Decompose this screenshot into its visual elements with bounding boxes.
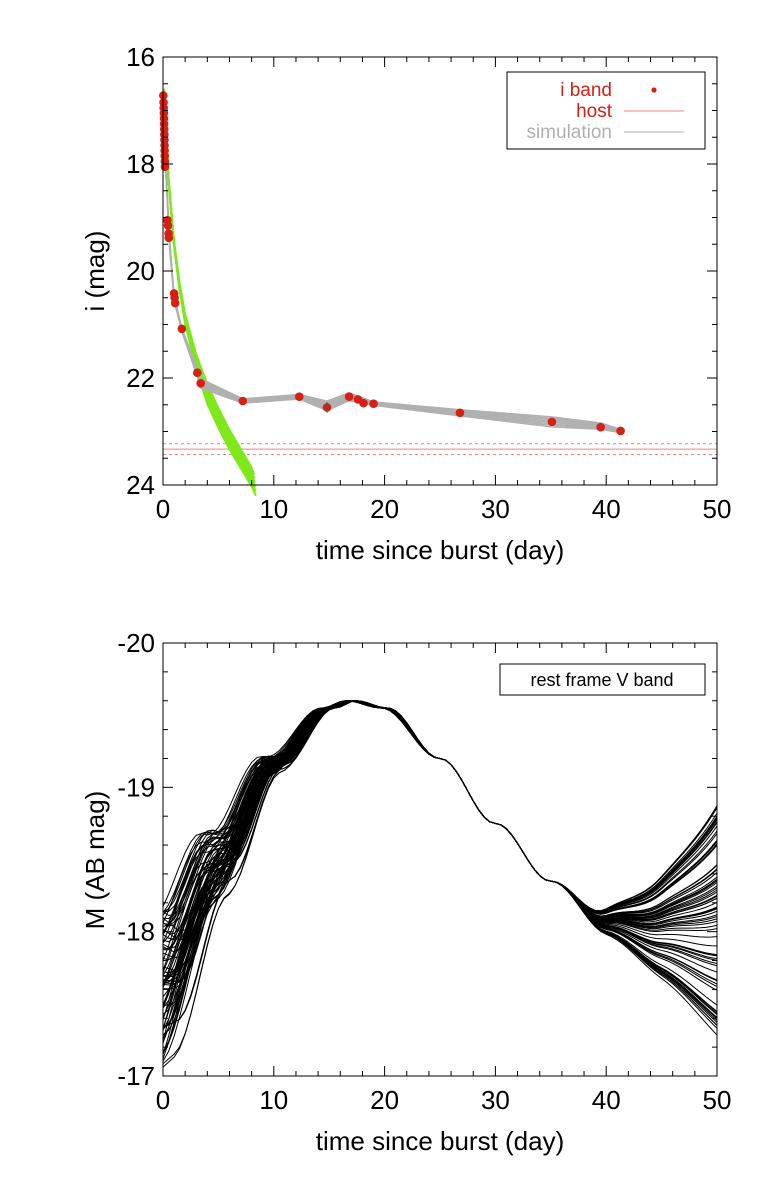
rest-frame-v-curve xyxy=(163,700,717,1065)
simulation-line xyxy=(164,161,621,434)
i-band-point xyxy=(170,298,180,308)
i-band-point xyxy=(369,399,378,408)
rest-frame-v-curve xyxy=(163,700,717,1060)
rest-frame-v-curve xyxy=(163,700,717,983)
top-legend: i band host simulation xyxy=(506,71,706,150)
decay-model-line xyxy=(163,89,257,488)
bottom-ticks: 0 10 20 30 40 50 -20 -19 -18 -17 xyxy=(117,628,731,1115)
rest-frame-v-curve xyxy=(163,700,717,1054)
simulation-line xyxy=(164,156,621,431)
legend-i-band-label: i band xyxy=(560,80,612,101)
decay-model-line xyxy=(163,89,257,492)
x-tick-label: 30 xyxy=(481,1085,510,1115)
top-panel: 0 10 20 30 40 50 16 18 20 22 24 time since burst (… xyxy=(80,42,731,565)
i-band-point xyxy=(455,408,465,418)
rest-frame-v-curve xyxy=(163,700,717,1053)
bottom-panel: 0 10 20 30 40 50 -20 -19 -18 -17 time since burst… xyxy=(80,628,731,1156)
y-tick-label: -17 xyxy=(117,1061,155,1091)
decay-model-line xyxy=(163,88,256,484)
rest-frame-v-curve xyxy=(163,700,717,982)
x-tick-label: 40 xyxy=(592,494,621,524)
legend-rest-frame-label: rest frame V band xyxy=(530,670,673,690)
simulation-line xyxy=(164,157,621,431)
rest-frame-v-curve xyxy=(163,700,717,1028)
y-tick-label: 20 xyxy=(126,256,155,286)
top-xlabel: time since burst (day) xyxy=(316,535,565,565)
x-tick-label: 50 xyxy=(703,1085,732,1115)
bottom-xlabel: time since burst (day) xyxy=(316,1126,565,1156)
i-band-point xyxy=(344,392,354,402)
rest-frame-v-curve xyxy=(163,700,717,1030)
top-ylabel: i (mag) xyxy=(80,231,110,312)
rest-frame-v-curve xyxy=(163,700,717,1029)
y-tick-label: 24 xyxy=(126,470,155,500)
simulation-line xyxy=(164,161,621,433)
rest-frame-v-curve xyxy=(163,700,717,1068)
x-tick-label: 0 xyxy=(156,494,170,524)
x-tick-label: 40 xyxy=(592,1085,621,1115)
rest-frame-v-curve xyxy=(163,700,717,1040)
bottom-legend: rest frame V band xyxy=(499,663,706,696)
i-band-point xyxy=(164,233,174,243)
rest-frame-v-curve xyxy=(163,700,717,1044)
rest-frame-v-curve xyxy=(163,700,717,1054)
y-tick-label: 18 xyxy=(126,149,155,179)
i-band-point xyxy=(359,398,368,408)
rest-frame-v-curve xyxy=(163,700,717,1029)
rest-frame-v-curve xyxy=(163,700,717,982)
simulation-line xyxy=(164,160,621,433)
i-band-point xyxy=(238,396,248,406)
rest-frame-v-curve xyxy=(163,700,717,1030)
i-band-point xyxy=(163,221,173,230)
decay-model-line xyxy=(163,88,256,479)
top-plot-area xyxy=(159,88,717,497)
y-tick-label: -18 xyxy=(117,917,155,947)
x-tick-label: 20 xyxy=(370,494,399,524)
rest-frame-v-curve xyxy=(163,700,717,1019)
rest-frame-v-curve xyxy=(163,700,717,1030)
simulation-line xyxy=(164,158,621,432)
bottom-axes-frame xyxy=(162,642,718,1077)
legend-i-band-marker xyxy=(651,87,657,93)
rest-frame-v-curve xyxy=(163,700,717,1021)
x-tick-label: 20 xyxy=(370,1085,399,1115)
i-band-point xyxy=(294,392,304,402)
rest-frame-v-curve xyxy=(163,700,717,1055)
rest-frame-v-curve xyxy=(163,700,717,1036)
i-band-point xyxy=(177,324,187,334)
y-tick-label: -20 xyxy=(117,628,155,658)
x-tick-label: 50 xyxy=(703,494,732,524)
simulation-line xyxy=(164,155,621,430)
y-tick-label: 16 xyxy=(126,42,155,72)
rest-frame-v-curve xyxy=(163,700,717,1029)
rest-frame-v-curve xyxy=(163,700,717,924)
y-tick-label: 22 xyxy=(126,363,155,393)
rest-frame-v-curve xyxy=(163,700,717,1028)
x-tick-label: 10 xyxy=(259,494,288,524)
i-band-point xyxy=(616,426,625,436)
rest-frame-v-curve xyxy=(163,700,717,1062)
i-band-point xyxy=(596,422,605,432)
top-ticks: 0 10 20 30 40 50 16 18 20 22 24 xyxy=(126,42,731,524)
i-band-point xyxy=(193,368,202,377)
legend-simulation-label: simulation xyxy=(526,122,612,143)
x-tick-label: 10 xyxy=(259,1085,288,1115)
x-tick-label: 0 xyxy=(156,1085,170,1115)
rest-frame-v-curve xyxy=(163,700,717,1019)
i-band-point xyxy=(547,417,557,427)
bottom-plot-area xyxy=(163,700,717,1068)
bottom-ylabel: M (AB mag) xyxy=(80,791,110,930)
rest-frame-v-curve xyxy=(163,700,717,1026)
rest-frame-v-curve xyxy=(163,700,717,1036)
rest-frame-v-curve xyxy=(163,700,717,1031)
bottom-legend-box xyxy=(499,663,706,696)
i-band-point xyxy=(196,379,205,388)
x-tick-label: 30 xyxy=(481,494,510,524)
rest-frame-v-curve xyxy=(163,700,717,1041)
simulation-line xyxy=(164,159,621,432)
legend-host-label: host xyxy=(576,101,613,122)
y-tick-label: -19 xyxy=(117,772,155,802)
rest-frame-v-curve xyxy=(163,700,717,1021)
